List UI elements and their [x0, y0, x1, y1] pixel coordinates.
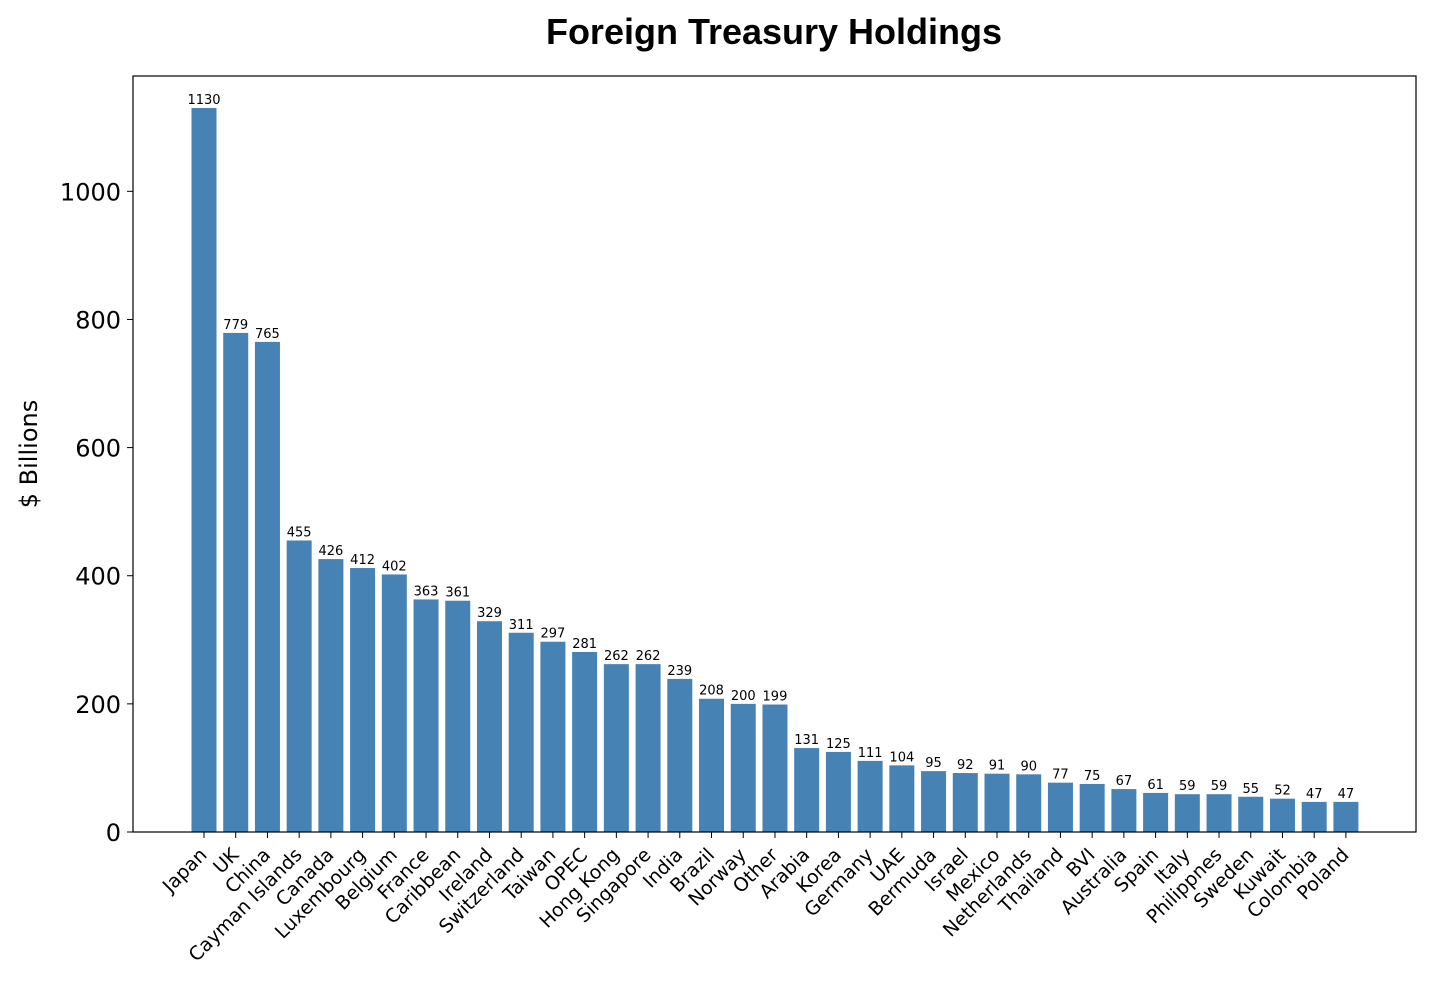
- bar-spain: [1143, 792, 1169, 832]
- bar-belgium: [381, 574, 407, 832]
- data-label: 361: [445, 586, 470, 601]
- y-axis-ticks: 0 200 400 600 800 1000: [60, 178, 133, 847]
- bars-group: [191, 108, 1359, 832]
- data-label: 95: [925, 756, 942, 771]
- bar-caribbean: [445, 600, 471, 832]
- data-label: 52: [1274, 784, 1291, 799]
- data-label: 77: [1052, 768, 1069, 783]
- bar-korea: [825, 751, 851, 832]
- data-label: 91: [989, 759, 1006, 774]
- bar-germany: [857, 760, 883, 832]
- bar-uae: [889, 765, 915, 832]
- data-label: 90: [1020, 759, 1037, 774]
- bar-arabia: [794, 748, 820, 832]
- data-label: 208: [699, 684, 724, 699]
- bar-luxembourg: [350, 568, 376, 832]
- data-label: 281: [572, 637, 597, 652]
- bar-israel: [952, 773, 978, 832]
- data-label: 239: [667, 664, 692, 679]
- bar-uk: [223, 332, 249, 832]
- y-tick-label: 800: [75, 306, 121, 334]
- bar-italy: [1174, 794, 1200, 832]
- y-tick-label: 400: [75, 563, 121, 591]
- bar-switzerland: [508, 632, 534, 832]
- bar-sweden: [1238, 796, 1264, 832]
- data-label: 75: [1084, 769, 1101, 784]
- plot-frame: [132, 75, 1417, 833]
- bar-canada: [318, 559, 344, 832]
- bar-india: [667, 678, 693, 832]
- data-label: 104: [889, 750, 914, 765]
- y-tick-label: 1000: [60, 178, 121, 206]
- bar-brazil: [699, 698, 725, 832]
- bar-australia: [1111, 789, 1137, 832]
- data-label: 47: [1338, 787, 1355, 802]
- bar-china: [254, 341, 280, 832]
- data-label: 131: [794, 733, 819, 748]
- data-label: 59: [1179, 779, 1196, 794]
- data-label: 125: [826, 737, 851, 752]
- y-tick-label: 0: [106, 819, 121, 847]
- data-label: 426: [318, 544, 343, 559]
- bar-mexico: [984, 773, 1010, 832]
- bar-japan: [191, 108, 217, 832]
- bar-netherlands: [1016, 774, 1042, 832]
- bar-kuwait: [1269, 798, 1295, 832]
- data-label: 47: [1306, 787, 1323, 802]
- bar-thailand: [1047, 782, 1073, 832]
- data-label: 402: [382, 559, 407, 574]
- data-label: 297: [541, 627, 566, 642]
- bar-other: [762, 704, 788, 832]
- bar-norway: [730, 703, 756, 832]
- data-label: 412: [350, 553, 375, 568]
- bar-bvi: [1079, 783, 1105, 832]
- data-label: 311: [509, 618, 534, 633]
- data-label: 200: [731, 689, 756, 704]
- bar-poland: [1333, 801, 1359, 832]
- data-label: 262: [604, 649, 629, 664]
- x-tick-label: Japan: [158, 844, 212, 898]
- bar-taiwan: [540, 641, 566, 832]
- data-label: 765: [255, 327, 280, 342]
- y-axis-label: $ Billions: [15, 400, 43, 508]
- data-label: 455: [287, 525, 312, 540]
- data-label: 779: [223, 318, 248, 333]
- data-label: 363: [414, 584, 439, 599]
- data-label: 262: [636, 649, 661, 664]
- data-label: 329: [477, 606, 502, 621]
- chart-title: Foreign Treasury Holdings: [546, 11, 1002, 52]
- bar-opec: [572, 651, 598, 832]
- bar-france: [413, 599, 439, 832]
- bar-hong-kong: [603, 664, 629, 832]
- data-label: 111: [858, 746, 883, 761]
- y-tick-label: 200: [75, 691, 121, 719]
- data-label: 61: [1147, 778, 1164, 793]
- data-label: 1130: [187, 93, 220, 108]
- bar-cayman-islands: [286, 540, 312, 832]
- data-label: 59: [1211, 779, 1228, 794]
- bar-philippnes: [1206, 794, 1232, 832]
- bar-ireland: [476, 621, 502, 832]
- y-tick-label: 600: [75, 435, 121, 463]
- data-label: 92: [957, 758, 974, 773]
- bar-singapore: [635, 664, 661, 832]
- data-label: 55: [1242, 782, 1259, 797]
- data-label: 67: [1116, 774, 1133, 789]
- data-labels-group: 1130 779 765 455 426 412 402 363 361 329 311 297 281…: [187, 93, 1354, 802]
- bar-colombia: [1301, 801, 1327, 832]
- bar-bermuda: [921, 771, 947, 832]
- data-label: 199: [763, 690, 788, 705]
